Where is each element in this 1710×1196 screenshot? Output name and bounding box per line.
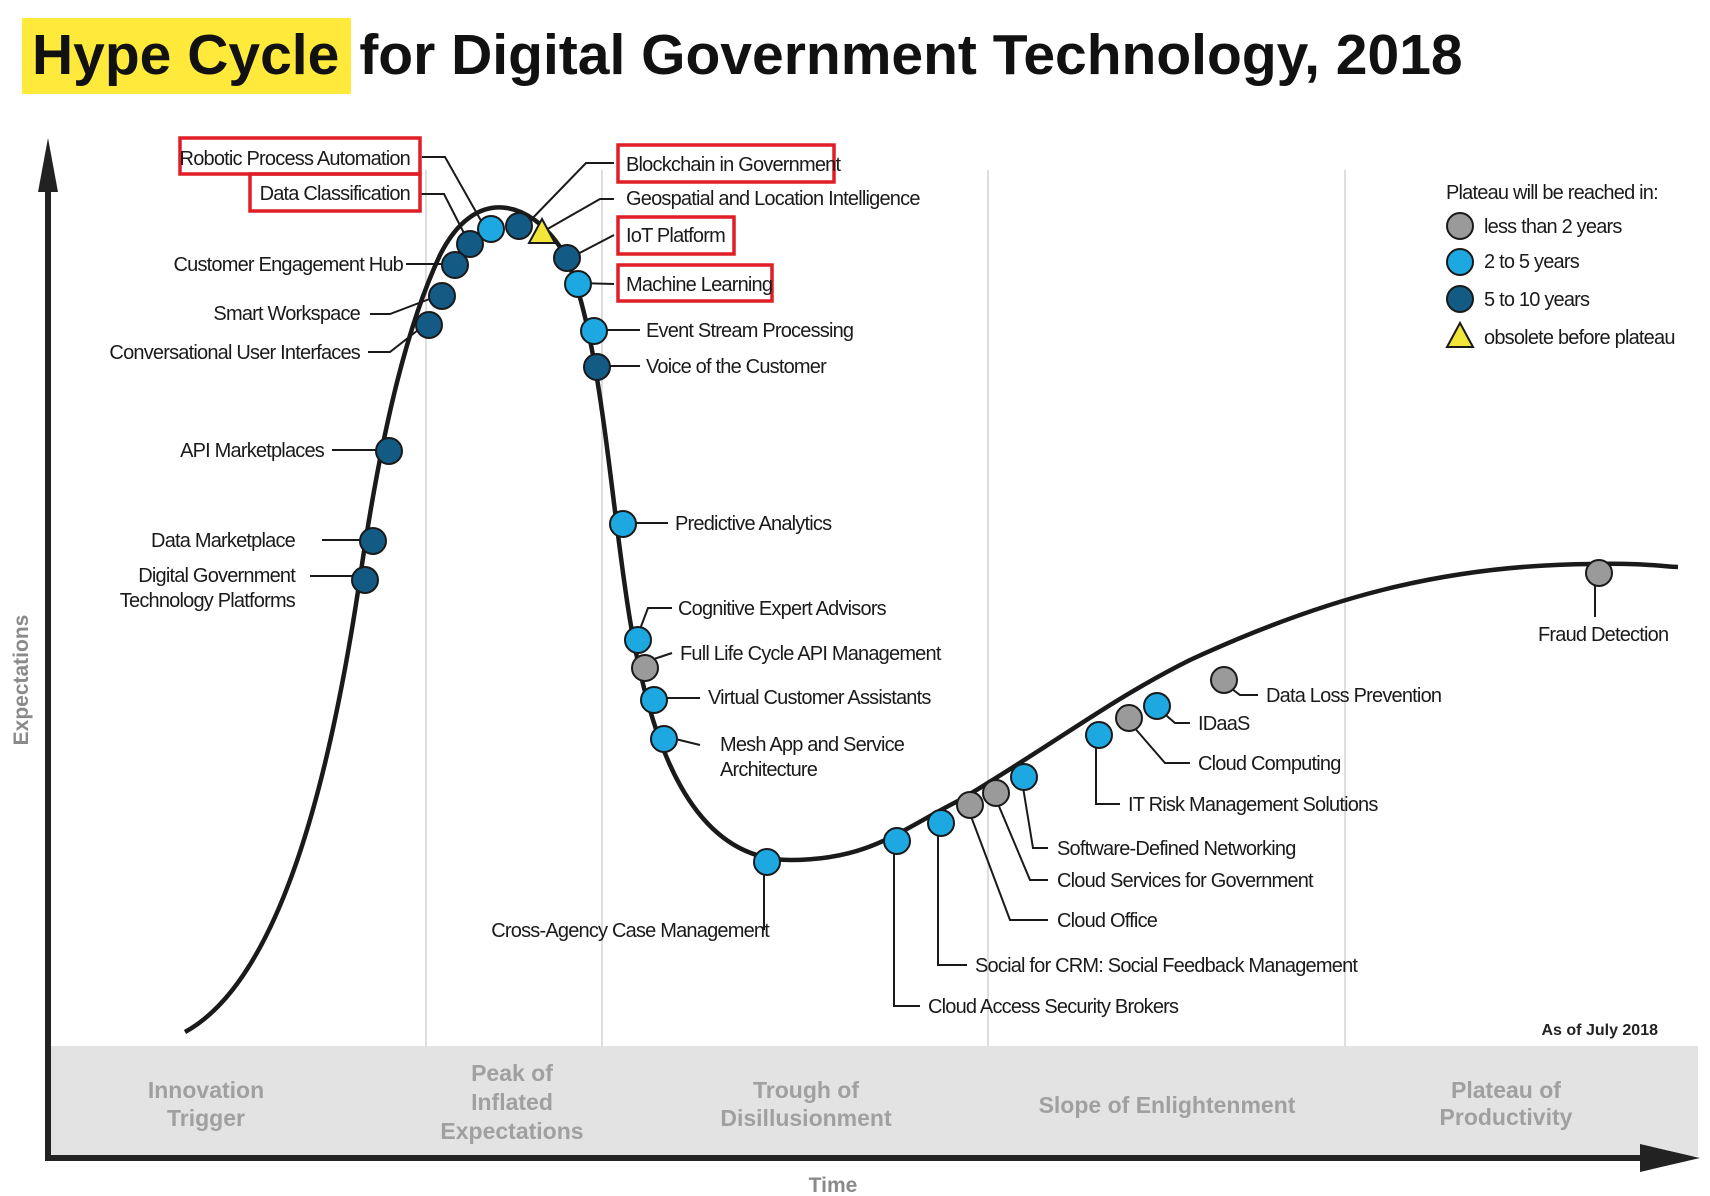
label-cloud-office: Cloud Office bbox=[1057, 910, 1158, 932]
highlight-box-iot-platform bbox=[616, 215, 736, 256]
label-iot-platform: IoT Platform bbox=[626, 225, 725, 247]
phase-peak-of-inflated-expectations: Peak of Inflated Expectations bbox=[440, 1060, 583, 1144]
label-it-risk: IT Risk Management Solutions bbox=[1128, 794, 1378, 816]
label-casb: Cloud Access Security Brokers bbox=[928, 996, 1179, 1018]
label-event-stream: Event Stream Processing bbox=[646, 320, 853, 342]
marker-fraud-detection bbox=[1585, 559, 1613, 587]
marker-cloud-computing bbox=[1115, 704, 1143, 732]
as-of-date: As of July 2018 bbox=[1542, 1022, 1659, 1039]
label-cloud-services-gov: Cloud Services for Government bbox=[1057, 870, 1314, 892]
highlight-box-data-classification bbox=[248, 172, 422, 213]
x-axis-label: Time bbox=[809, 1174, 858, 1196]
marker-data-marketplace bbox=[359, 527, 387, 555]
label-fraud-detection: Fraud Detection bbox=[1538, 624, 1668, 646]
marker-rpa bbox=[477, 215, 505, 243]
marker-smart-workspace bbox=[428, 282, 456, 310]
marker-casb bbox=[883, 827, 911, 855]
marker-api-marketplaces bbox=[375, 437, 403, 465]
tech-labels: Robotic Process Automation Data Classifi… bbox=[109, 148, 1669, 1018]
label-conversational-ui: Conversational User Interfaces bbox=[109, 342, 360, 364]
marker-machine-learning bbox=[564, 270, 592, 298]
marker-dlp bbox=[1210, 666, 1238, 694]
markers bbox=[351, 212, 1613, 876]
legend-title: Plateau will be reached in: bbox=[1446, 182, 1658, 204]
legend-item-2to5: 2 to 5 years bbox=[1484, 251, 1580, 273]
phase-slope-of-enlightenment: Slope of Enlightenment bbox=[1039, 1092, 1296, 1118]
label-mesh-app: Mesh App and Service Architecture bbox=[720, 734, 905, 781]
label-data-classification: Data Classification bbox=[260, 183, 410, 205]
x-axis-arrow bbox=[1640, 1144, 1700, 1172]
marker-conversational-ui bbox=[415, 311, 443, 339]
label-smart-workspace: Smart Workspace bbox=[213, 303, 360, 325]
label-machine-learning: Machine Learning bbox=[626, 274, 772, 296]
legend-item-lt2: less than 2 years bbox=[1484, 216, 1622, 238]
marker-cloud-services-gov bbox=[982, 779, 1010, 807]
marker-predictive-analytics bbox=[609, 510, 637, 538]
highlight-box-blockchain bbox=[616, 143, 836, 184]
title-highlight: Hype Cycle bbox=[22, 18, 352, 94]
label-data-marketplace: Data Marketplace bbox=[151, 530, 296, 552]
label-digital-gov-platforms: Digital Government Technology Platforms bbox=[120, 565, 296, 612]
marker-cloud-office bbox=[956, 791, 984, 819]
label-predictive-analytics: Predictive Analytics bbox=[675, 513, 832, 535]
phase-band bbox=[48, 1046, 1698, 1156]
label-voice-of-customer: Voice of the Customer bbox=[646, 356, 827, 378]
legend-lightblue-circle-icon bbox=[1446, 248, 1474, 276]
legend: Plateau will be reached in: less than 2 … bbox=[1445, 182, 1675, 349]
legend-darkblue-circle-icon bbox=[1446, 285, 1474, 313]
label-sdn: Software-Defined Networking bbox=[1057, 838, 1296, 860]
label-cognitive-expert: Cognitive Expert Advisors bbox=[678, 598, 887, 620]
legend-gray-circle-icon bbox=[1446, 212, 1474, 240]
legend-yellow-triangle-icon bbox=[1445, 320, 1475, 348]
label-dlp: Data Loss Prevention bbox=[1266, 685, 1441, 707]
label-idaas: IDaaS bbox=[1198, 713, 1250, 735]
label-virtual-customer-assistants: Virtual Customer Assistants bbox=[708, 687, 931, 709]
marker-social-crm bbox=[927, 809, 955, 837]
y-axis-label: Expectations bbox=[10, 615, 33, 746]
y-axis-arrow bbox=[38, 138, 58, 192]
highlight-boxes bbox=[178, 136, 836, 303]
highlight-box-machine-learning bbox=[616, 263, 774, 303]
label-geospatial: Geospatial and Location Intelligence bbox=[626, 188, 920, 210]
legend-item-obsolete: obsolete before plateau bbox=[1484, 327, 1675, 349]
chart-title: Hype Cycle for Digital Government Technol… bbox=[22, 18, 1463, 94]
marker-sdn bbox=[1010, 763, 1038, 791]
marker-iot-platform bbox=[553, 244, 581, 272]
label-cloud-computing: Cloud Computing bbox=[1198, 753, 1341, 775]
marker-customer-engagement-hub bbox=[441, 251, 469, 279]
marker-cross-agency bbox=[753, 848, 781, 876]
legend-item-5to10: 5 to 10 years bbox=[1484, 289, 1590, 311]
marker-event-stream bbox=[580, 317, 608, 345]
marker-mesh-app bbox=[650, 725, 678, 753]
marker-it-risk bbox=[1085, 721, 1113, 749]
phase-plateau-of-productivity: Plateau of Productivity bbox=[1440, 1077, 1573, 1130]
label-social-crm: Social for CRM: Social Feedback Manageme… bbox=[975, 955, 1358, 977]
leader-lines bbox=[310, 156, 1596, 1007]
marker-full-lifecycle-api bbox=[631, 654, 659, 682]
marker-virtual-customer-assistants bbox=[640, 686, 668, 714]
label-cross-agency: Cross-Agency Case Management bbox=[491, 920, 770, 942]
label-api-marketplaces: API Marketplaces bbox=[180, 440, 325, 462]
label-full-lifecycle-api: Full Life Cycle API Management bbox=[680, 643, 942, 665]
marker-idaas bbox=[1143, 692, 1171, 720]
marker-data-classification bbox=[456, 230, 484, 258]
phase-trough-of-disillusionment: Trough of Disillusionment bbox=[720, 1077, 892, 1131]
label-customer-engagement-hub: Customer Engagement Hub bbox=[173, 254, 403, 276]
marker-cognitive-expert bbox=[624, 626, 652, 654]
title-rest: for Digital Government Technology, 2018 bbox=[359, 23, 1463, 87]
marker-geospatial bbox=[527, 216, 557, 244]
hype-curve bbox=[183, 205, 1679, 1034]
phase-innovation-trigger: Innovation Trigger bbox=[148, 1077, 264, 1131]
marker-digital-gov-platforms bbox=[351, 566, 379, 594]
label-blockchain: Blockchain in Government bbox=[626, 154, 841, 176]
marker-voice-of-customer bbox=[583, 353, 611, 381]
label-rpa: Robotic Process Automation bbox=[180, 148, 410, 170]
marker-blockchain bbox=[505, 212, 533, 240]
